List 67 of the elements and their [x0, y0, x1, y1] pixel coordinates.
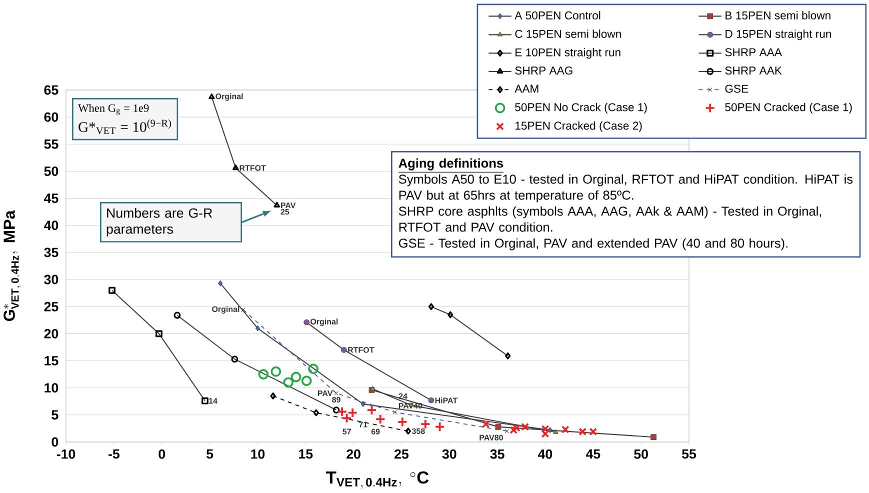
legend-label: E 10PEN straight run	[516, 48, 620, 59]
annotation: PAV	[281, 202, 296, 208]
legend-label: SHRP AAA	[725, 48, 782, 56]
legend-label: 15PEN Cracked (Case 2)	[515, 121, 642, 132]
annotation: Orginal	[212, 306, 240, 314]
x-tick-label: -5	[108, 449, 120, 459]
legend-label: SHRP AAG	[515, 66, 572, 75]
x-tick-label: 40	[538, 449, 552, 459]
annotation: RTFOT	[348, 347, 374, 353]
y-tick-label: 15	[44, 356, 58, 366]
annotation: 89	[332, 396, 340, 403]
x-tick-label: 20	[346, 449, 360, 459]
legend-label: 50PEN Cracked (Case 1)	[725, 102, 852, 114]
annotation: GSE - Tested in Orginal, PAV and extended PAV (40 and 80 hours).	[398, 238, 788, 250]
legend-label: B 15PEN semi blown	[726, 11, 830, 20]
y-axis-title: $\mathbf{G^{*}_{VET,\,0.4Hz},\ MPa}$	[4, 210, 21, 321]
y-tick-label: 0	[52, 437, 58, 447]
x-tick-label: 10	[251, 449, 265, 459]
legend-label: D 15PEN straight run	[726, 30, 831, 40]
annotation: Numbers are G-R parameters	[106, 208, 212, 236]
x-tick-label: -10	[56, 449, 76, 459]
annotation: 358	[412, 428, 425, 434]
annotation: 24	[398, 393, 408, 399]
annotation: G*$_{VET}$ = 10$^{(9−R)}$	[78, 119, 171, 134]
annotation: Orginal	[310, 318, 338, 326]
legend-label: A 50PEN Control	[514, 11, 600, 20]
y-tick-label: 10	[44, 383, 58, 393]
legend-label: AAM	[514, 84, 538, 93]
annotation: 14	[209, 398, 218, 404]
annotation: Orginal	[216, 93, 243, 101]
x-tick-label: 55	[682, 449, 696, 459]
x-tick-label: 35	[490, 449, 504, 459]
legend-label: C 15PEN semi blown	[515, 30, 621, 38]
y-tick-label: 45	[44, 194, 58, 203]
y-tick-label: 40	[44, 220, 58, 230]
annotation: RTFOT	[240, 165, 266, 171]
annotation: Symbols A50 to E10 - tested in Orginal, RFTOT and HiPAT condition. HiPAT is PAV but at 65hrs at temperature of 85ºC.	[398, 174, 853, 202]
y-tick-label: 50	[44, 166, 58, 176]
annotation: Aging definitions	[398, 158, 504, 170]
legend-label: SHRP AAK	[725, 66, 782, 75]
y-tick-label: 30	[44, 274, 58, 284]
x-tick-label: 15	[299, 449, 313, 459]
y-tick-label: 20	[44, 328, 58, 338]
x-tick-label: 50	[634, 449, 648, 459]
annotation: SHRP core asphlts (symbols AAA, AAG, AAk & AAM) - Tested in Orginal, RTFOT and PAV condition.	[398, 206, 822, 232]
annotation: 69	[371, 428, 380, 434]
y-tick-label: 60	[44, 112, 58, 122]
x-axis-title: $\mathbf{T_{VET,\,0.4Hz},\ {}^{\circ}C}$	[326, 471, 429, 489]
y-tick-label: 65	[44, 85, 58, 95]
x-tick-label: 0	[158, 449, 166, 459]
x-tick-label: 5	[206, 449, 214, 459]
y-tick-label: 35	[44, 248, 58, 258]
annotation: When G$_{g}$ = 1e9	[78, 104, 149, 115]
legend-label: GSE	[725, 84, 748, 93]
annotation: 71	[359, 422, 368, 428]
y-tick-label: 55	[44, 139, 58, 149]
y-tick-label: 25	[44, 302, 58, 312]
annotation: 25	[280, 208, 290, 215]
annotation: PAV	[318, 390, 333, 396]
x-tick-label: 25	[394, 449, 409, 459]
x-tick-label: 30	[442, 449, 456, 459]
x-tick-label: 45	[586, 449, 600, 459]
y-tick-label: 5	[52, 410, 58, 420]
annotation: HiPAT	[435, 397, 458, 404]
annotation: 57	[342, 428, 351, 434]
legend-label: 50PEN No Crack (Case 1)	[515, 102, 647, 114]
annotation: PAV80	[480, 434, 503, 440]
